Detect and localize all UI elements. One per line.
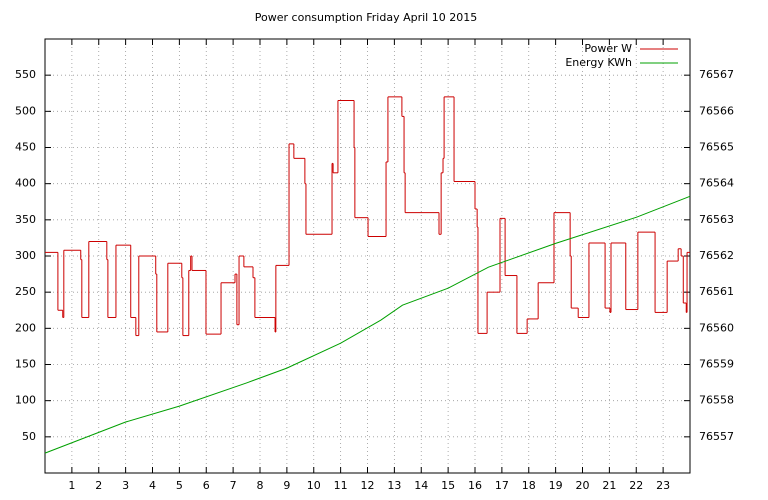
y-tick-label: 200 — [15, 321, 36, 334]
y-tick-label: 100 — [15, 394, 36, 407]
x-tick-label: 1 — [68, 479, 75, 492]
x-tick-label: 7 — [230, 479, 237, 492]
y2-tick-label: 76561 — [699, 285, 734, 298]
y-tick-label: 50 — [22, 430, 36, 443]
y2-tick-label: 76559 — [699, 358, 734, 371]
y2-tick-label: 76565 — [699, 141, 734, 154]
x-tick-label: 4 — [149, 479, 156, 492]
x-tick-label: 18 — [522, 479, 536, 492]
y2-tick-label: 76567 — [699, 68, 734, 81]
y-tick-label: 550 — [15, 68, 36, 81]
x-tick-label: 12 — [361, 479, 375, 492]
y2-tick-label: 76564 — [699, 177, 734, 190]
x-tick-label: 20 — [576, 479, 590, 492]
y-tick-label: 250 — [15, 285, 36, 298]
legend-label: Energy KWh — [565, 56, 632, 69]
x-tick-label: 19 — [549, 479, 563, 492]
x-tick-label: 16 — [468, 479, 482, 492]
y-tick-label: 500 — [15, 104, 36, 117]
y2-tick-label: 76557 — [699, 430, 734, 443]
x-tick-label: 15 — [441, 479, 455, 492]
y2-tick-label: 76563 — [699, 213, 734, 226]
x-tick-label: 2 — [95, 479, 102, 492]
y-tick-label: 450 — [15, 141, 36, 154]
x-tick-label: 14 — [414, 479, 428, 492]
x-tick-label: 22 — [629, 479, 643, 492]
y-tick-label: 150 — [15, 358, 36, 371]
y2-tick-label: 76560 — [699, 321, 734, 334]
series-line — [44, 195, 691, 454]
x-tick-label: 9 — [283, 479, 290, 492]
x-tick-label: 8 — [257, 479, 264, 492]
chart-title: Power consumption Friday April 10 2015 — [255, 11, 477, 24]
legend-label: Power W — [584, 42, 632, 55]
y-tick-label: 400 — [15, 177, 36, 190]
x-tick-label: 11 — [334, 479, 348, 492]
y-tick-label: 350 — [15, 213, 36, 226]
x-tick-label: 21 — [602, 479, 616, 492]
x-tick-label: 23 — [656, 479, 670, 492]
x-tick-label: 10 — [307, 479, 321, 492]
x-tick-label: 5 — [176, 479, 183, 492]
y2-tick-label: 76566 — [699, 104, 734, 117]
y2-tick-label: 76558 — [699, 394, 734, 407]
y-tick-label: 300 — [15, 249, 36, 262]
x-tick-label: 17 — [495, 479, 509, 492]
x-tick-label: 13 — [387, 479, 401, 492]
x-tick-label: 3 — [122, 479, 129, 492]
x-tick-label: 6 — [203, 479, 210, 492]
y2-tick-label: 76562 — [699, 249, 734, 262]
